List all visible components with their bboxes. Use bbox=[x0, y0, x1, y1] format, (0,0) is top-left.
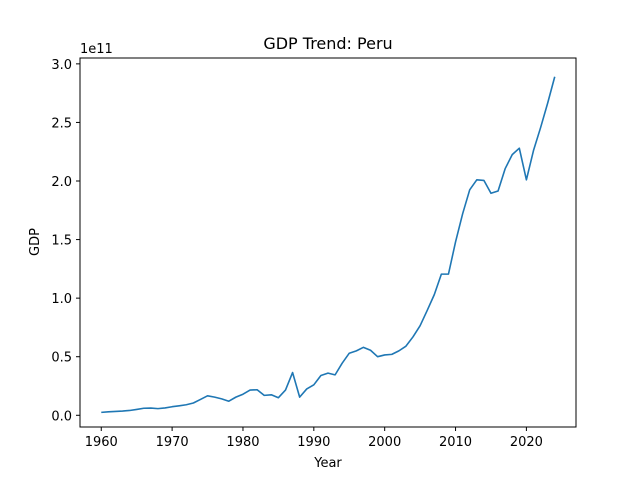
y-tick-label: 1.5 bbox=[51, 234, 72, 249]
y-tick-label: 2.5 bbox=[51, 116, 72, 131]
chart-title: GDP Trend: Peru bbox=[263, 34, 392, 53]
x-tick-label: 2000 bbox=[368, 435, 401, 450]
plot-area bbox=[101, 76, 556, 414]
y-tick-label: 1.0 bbox=[51, 292, 72, 307]
y-tick-label: 2.0 bbox=[51, 175, 72, 190]
y-axis-offset-label: 1e11 bbox=[80, 42, 113, 57]
gdp-series-line bbox=[101, 76, 556, 414]
plot-frame bbox=[79, 57, 577, 428]
x-tick-label: 2020 bbox=[510, 435, 543, 450]
y-tick-label: 0.5 bbox=[51, 351, 72, 366]
x-tick-label: 1990 bbox=[297, 435, 330, 450]
y-axis: 0.0 0.5 1.0 1.5 2.0 2.5 3.0 bbox=[51, 58, 80, 424]
x-axis-label: Year bbox=[313, 456, 342, 471]
x-tick-label: 1960 bbox=[85, 435, 118, 450]
y-tick-label: 0.0 bbox=[51, 409, 72, 424]
y-tick-label: 3.0 bbox=[51, 58, 72, 73]
x-tick-label: 1970 bbox=[156, 435, 189, 450]
x-tick-label: 1980 bbox=[226, 435, 259, 450]
x-tick-label: 2010 bbox=[439, 435, 472, 450]
x-axis: 1960 1970 1980 1990 2000 2010 2020 bbox=[85, 427, 543, 450]
y-axis-label: GDP bbox=[28, 228, 43, 256]
